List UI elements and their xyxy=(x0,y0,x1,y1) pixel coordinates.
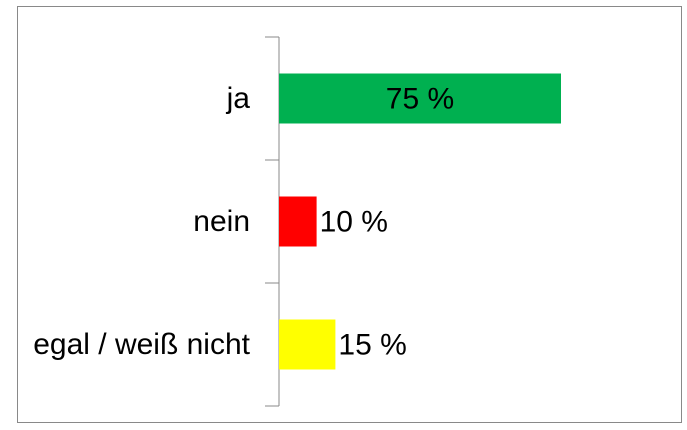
chart-frame xyxy=(17,6,682,423)
value-label: 15 % xyxy=(338,328,406,361)
category-label: ja xyxy=(226,81,250,115)
category-label-box: egal / weiß nicht xyxy=(15,323,250,367)
category-label-box: ja xyxy=(15,77,250,121)
bar xyxy=(279,196,317,247)
value-label: 75 % xyxy=(386,82,454,115)
category-label: nein xyxy=(193,204,250,238)
category-label-box: nein xyxy=(15,200,250,244)
value-label: 10 % xyxy=(320,205,388,238)
category-label: egal / weiß nicht xyxy=(33,327,250,361)
bar xyxy=(279,319,336,370)
bar xyxy=(279,73,561,124)
